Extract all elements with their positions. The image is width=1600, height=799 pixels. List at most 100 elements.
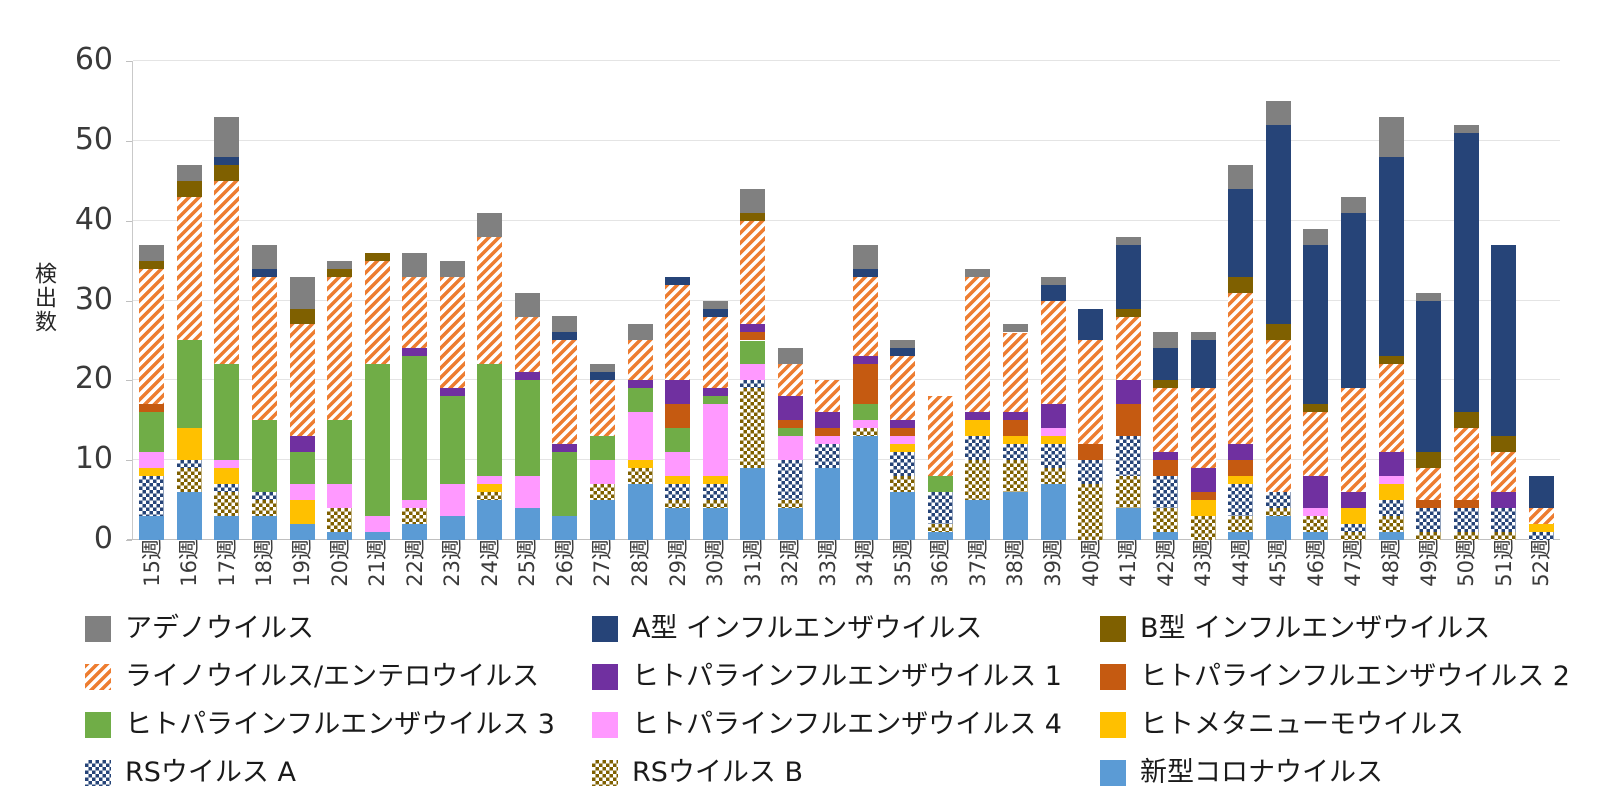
bar-segment-35週-s0 (890, 492, 916, 540)
x-tick-label-33週: 33週 (815, 539, 840, 587)
bar-segment-31週-s7 (740, 324, 766, 333)
bar-segment-29週-s3 (665, 476, 690, 485)
bar-segment-37週-s8 (965, 276, 991, 413)
x-tick-label-19週: 19週 (289, 539, 314, 587)
bar-segment-50週-s2 (1453, 508, 1479, 532)
bar-segment-33週-s7 (815, 412, 841, 429)
bar-segment-24週-s8 (477, 236, 503, 365)
bar-segment-39週-s0 (1040, 484, 1066, 540)
x-tick-label-21週: 21週 (365, 539, 390, 587)
legend-label: ヒトメタニューモウイルス (1140, 709, 1464, 740)
bar-segment-48週-s4 (1378, 476, 1404, 485)
gridline-y40 (133, 219, 1560, 221)
bar-segment-43週-s8 (1190, 388, 1216, 469)
bar-segment-43週-s7 (1190, 468, 1216, 493)
legend-swatch-icon (1100, 760, 1126, 786)
bar-segment-22週-s8 (402, 276, 428, 349)
bar-segment-40週-s10 (1078, 308, 1104, 341)
bar-segment-31週-s8 (740, 220, 766, 325)
bar-segment-51週-s10 (1491, 244, 1517, 437)
bar-segment-35週-s4 (890, 436, 916, 445)
bar-segment-44週-s1 (1228, 516, 1254, 532)
x-tick-label-43週: 43週 (1191, 539, 1216, 587)
legend-label: ヒトパラインフルエンザウイルス 3 (125, 709, 555, 740)
bar-segment-29週-s2 (665, 484, 690, 501)
bar-segment-31週-s4 (740, 364, 766, 381)
bar-segment-48週-s9 (1378, 356, 1404, 365)
bar-segment-33週-s6 (815, 428, 841, 437)
bar-segment-38週-s1 (1003, 460, 1028, 493)
bar-segment-37週-s3 (965, 420, 991, 437)
x-tick-label-46週: 46週 (1303, 539, 1328, 587)
y-tick-label-60: 60 (74, 42, 113, 77)
bar-segment-39週-s4 (1040, 428, 1066, 437)
bar-segment-33週-s0 (815, 468, 841, 540)
x-tick-label-35週: 35週 (890, 539, 915, 587)
bar-segment-30週-s10 (702, 308, 728, 317)
bar-segment-26週-s7 (552, 444, 578, 453)
bar-segment-16週-s11 (176, 164, 202, 181)
bar-segment-51週-s2 (1491, 508, 1517, 532)
x-tick-label-18週: 18週 (252, 539, 277, 587)
bar-segment-38週-s7 (1003, 412, 1028, 421)
bar-segment-20週-s4 (327, 484, 352, 509)
bar-segment-18週-s0 (251, 516, 277, 540)
bar-segment-19週-s8 (289, 324, 315, 437)
x-tick-label-26週: 26週 (552, 539, 577, 587)
x-tick-label-39週: 39週 (1041, 539, 1066, 587)
bar-segment-48週-s8 (1378, 364, 1404, 453)
bar-segment-38週-s3 (1003, 436, 1028, 445)
bar-segment-45週-s10 (1265, 124, 1291, 325)
bar-segment-23週-s11 (439, 260, 465, 277)
bar-segment-16週-s0 (176, 492, 202, 540)
x-tick-label-34週: 34週 (853, 539, 878, 587)
bar-segment-42週-s7 (1153, 452, 1179, 461)
bar-segment-32週-s2 (777, 460, 803, 501)
bar-segment-35週-s2 (890, 452, 916, 477)
bar-segment-50週-s9 (1453, 412, 1479, 429)
x-tick-label-24週: 24週 (477, 539, 502, 587)
bar-segment-22週-s7 (402, 348, 428, 357)
bar-segment-30週-s7 (702, 388, 728, 397)
bar-segment-18週-s8 (251, 276, 277, 421)
bar-segment-51週-s7 (1491, 492, 1517, 509)
bar-segment-26週-s0 (552, 516, 578, 540)
legend-swatch-icon (85, 712, 111, 738)
x-tick-label-31週: 31週 (740, 539, 765, 587)
bar-segment-21週-s4 (364, 516, 390, 532)
bar-segment-33週-s8 (815, 380, 841, 413)
x-tick-label-49週: 49週 (1416, 539, 1441, 587)
bar-segment-15週-s6 (139, 404, 165, 413)
bar-segment-16週-s9 (176, 180, 202, 197)
bar-segment-37週-s11 (965, 268, 991, 277)
bar-segment-42週-s10 (1153, 348, 1179, 381)
bar-segment-52週-s10 (1528, 476, 1554, 509)
y-tick-label-20: 20 (74, 361, 113, 397)
bar-segment-19週-s9 (289, 308, 315, 325)
bar-segment-41週-s11 (1115, 236, 1141, 245)
bar-segment-24週-s3 (477, 484, 503, 493)
x-tick-label-50週: 50週 (1454, 539, 1479, 587)
bar-segment-35週-s10 (890, 348, 916, 357)
legend-swatch-icon (85, 760, 111, 786)
bar-segment-44週-s6 (1228, 460, 1254, 477)
bar-segment-48週-s1 (1378, 516, 1404, 532)
y-tick-label-40: 40 (74, 201, 113, 237)
bar-segment-40週-s8 (1078, 340, 1104, 445)
bar-segment-35週-s3 (890, 444, 916, 453)
legend-swatch-icon (85, 616, 111, 642)
x-tick-label-27週: 27週 (590, 539, 615, 587)
bar-segment-45週-s1 (1265, 508, 1291, 517)
bar-segment-23週-s5 (439, 396, 465, 485)
bar-segment-29週-s4 (665, 452, 690, 477)
bar-segment-20週-s8 (327, 276, 352, 421)
bar-segment-30週-s8 (702, 316, 728, 389)
bar-segment-36週-s2 (927, 492, 953, 524)
bar-segment-19週-s7 (289, 436, 315, 453)
bar-segment-30週-s4 (702, 404, 728, 477)
bar-segment-39週-s3 (1040, 436, 1066, 445)
bar-segment-41週-s8 (1115, 316, 1141, 381)
bar-segment-18週-s5 (251, 420, 277, 493)
bar-segment-46週-s9 (1303, 404, 1329, 413)
